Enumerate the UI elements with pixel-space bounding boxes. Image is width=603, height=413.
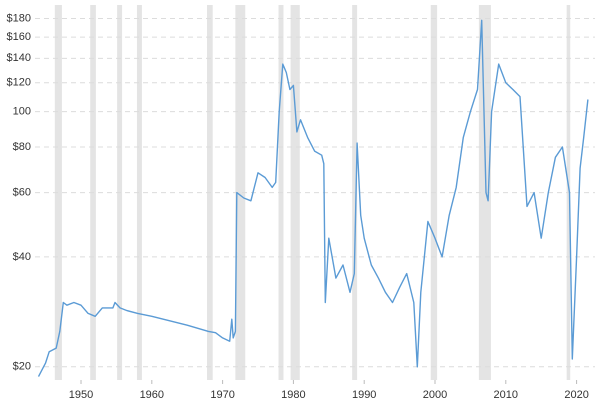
x-tick-label: 1960 — [140, 389, 164, 401]
price-line — [37, 19, 589, 377]
y-tick-label: $160 — [7, 31, 31, 43]
recession-band — [54, 5, 62, 380]
y-tick-label: $120 — [7, 77, 31, 89]
y-tick-label: $180 — [7, 12, 31, 24]
recession-band — [136, 5, 142, 380]
x-tick-label: 1970 — [210, 389, 234, 401]
x-tick-label: 1980 — [281, 389, 305, 401]
y-tick-label: $40 — [13, 251, 31, 263]
y-tick-label: $60 — [13, 187, 31, 199]
x-tick-label: 2010 — [494, 389, 518, 401]
y-tick-label: $140 — [7, 52, 31, 64]
recession-band — [290, 5, 300, 380]
recession-band — [478, 5, 491, 380]
x-tick-label: 2000 — [423, 389, 447, 401]
x-tick-label: 2020 — [564, 389, 588, 401]
y-tick-label: 100 — [13, 106, 31, 118]
x-tick-label: 1950 — [69, 389, 93, 401]
y-tick-label: $80 — [13, 141, 31, 153]
x-tick-label: 1990 — [352, 389, 376, 401]
recession-band — [235, 5, 246, 380]
y-tick-label: $20 — [13, 361, 31, 373]
